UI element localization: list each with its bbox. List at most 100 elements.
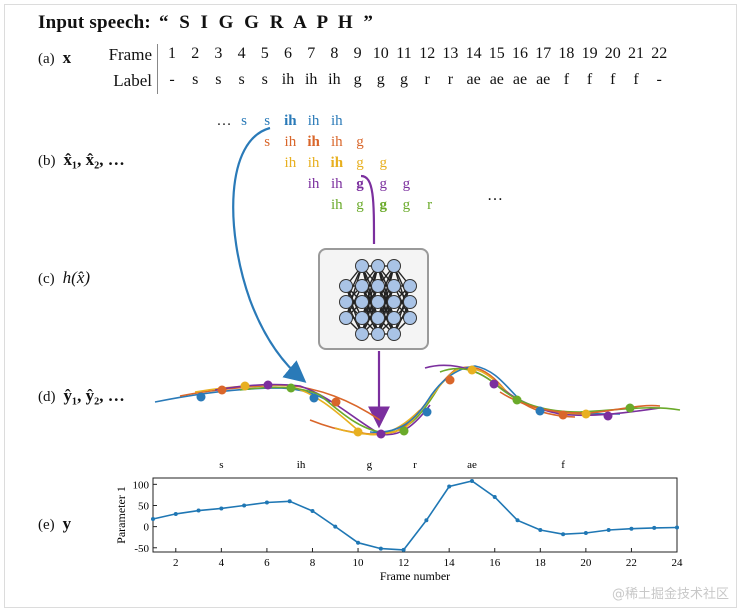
dot-blue-4 [535,406,545,416]
nn-node [371,327,385,341]
frame-cell: 10 [372,45,389,62]
label-cell: ih [281,71,295,88]
data-point [401,547,406,552]
trajectory-yellow-2 [334,366,601,436]
row-c-tag: (c) [38,271,55,287]
trajectory-yellow [194,384,421,436]
x-tick-label: 12 [398,557,409,569]
row-c-label: (c) h(x̂) [38,268,90,288]
window-token: g [356,197,364,213]
frame-cell: 20 [604,45,621,62]
label-header: Label [113,71,152,90]
label-cell: f [586,71,593,88]
data-point [492,495,497,500]
nn-node [339,279,353,293]
data-point [652,525,657,530]
row-b-label: (b) x̂₁, x̂₂, … [38,150,125,170]
window-token: g [356,134,364,150]
data-point [515,518,520,523]
data-point [424,518,429,523]
phoneme-label: f [561,459,565,471]
window-token: ih [307,176,320,192]
label-cell: - [656,71,662,88]
frame-cell: 21 [628,45,644,62]
window-ellipsis: … [216,113,232,129]
dot-blue-2 [309,393,319,403]
x-axis-label: Frame number [380,569,450,583]
watermark: @稀土掘金技术社区 [611,587,729,602]
row-e-symbol: y [62,514,72,533]
frame-cell: 1 [168,45,176,62]
nn-edge [345,265,363,319]
window-token: s [264,113,271,129]
data-point [310,508,315,513]
data-point [151,517,155,522]
frame-cell: 2 [191,45,200,62]
dot-yellow-4 [581,409,591,419]
neural-network-icon [339,259,417,341]
nn-node [387,279,401,293]
dot-blue-1 [196,392,206,402]
window-token: r [427,197,433,213]
label-cell: g [400,71,408,88]
dot-yellow-1 [240,381,250,391]
window-token: g [356,176,364,192]
row-d-tag: (d) [38,389,56,405]
window-token: g [402,176,411,192]
row-b-tag: (b) [38,153,56,169]
label-cell: g [376,71,385,88]
window-token: ih [330,134,343,150]
dot-orange-3 [445,375,455,385]
row-b-symbol: x̂₁, x̂₂, … [63,150,125,169]
x-tick-label: 14 [444,557,456,569]
window-token: ih [284,113,297,129]
x-tick-label: 6 [264,557,270,569]
label-cell: r [447,71,454,88]
data-point [583,530,588,535]
frame-cell: 5 [260,45,269,62]
title-word: “ S I G G R A P H ” [158,12,376,33]
nn-edge [361,285,379,335]
data-point [287,499,292,504]
phoneme-label: ih [297,459,306,471]
window-token: ih [307,113,320,129]
nn-edge [393,285,411,335]
row-c-symbol: h(x̂) [62,268,91,287]
phoneme-label: ae [467,459,477,471]
window-token: ih [330,176,343,192]
label-cell: s [238,71,245,88]
dot-purple-1 [263,380,273,390]
data-point [538,528,543,533]
row-a-symbol: x [62,48,72,67]
frame-cell: 11 [396,45,412,62]
dot-green-1 [286,383,296,393]
data-point [196,508,201,513]
trajectory-green [239,384,441,434]
nn-node [339,295,353,309]
window-token: g [379,155,387,171]
window-token: g [402,197,411,213]
frame-cell: 4 [237,45,246,62]
y-tick-label: -50 [134,543,149,555]
nn-node [403,279,417,293]
data-point [264,500,269,505]
frame-cell: 6 [284,45,292,62]
label-cell: f [610,71,616,88]
data-point [219,506,224,511]
label-cell: ae [536,71,551,88]
frame-cell: 12 [419,45,436,62]
label-cell: - [169,71,175,88]
nn-edge [377,285,395,335]
nn-node [371,279,385,293]
nn-node [371,295,385,309]
label-cell: s [261,71,268,88]
chart-frame [152,477,678,553]
more-windows-ellipsis: … [487,187,505,204]
nn-node [371,259,385,273]
trajectory-blue-2 [369,365,621,434]
label-cell: f [633,71,639,88]
row-d-symbol: ŷ₁, ŷ₂, … [63,386,125,405]
window-token: ih [307,134,320,150]
table-divider [157,44,158,94]
